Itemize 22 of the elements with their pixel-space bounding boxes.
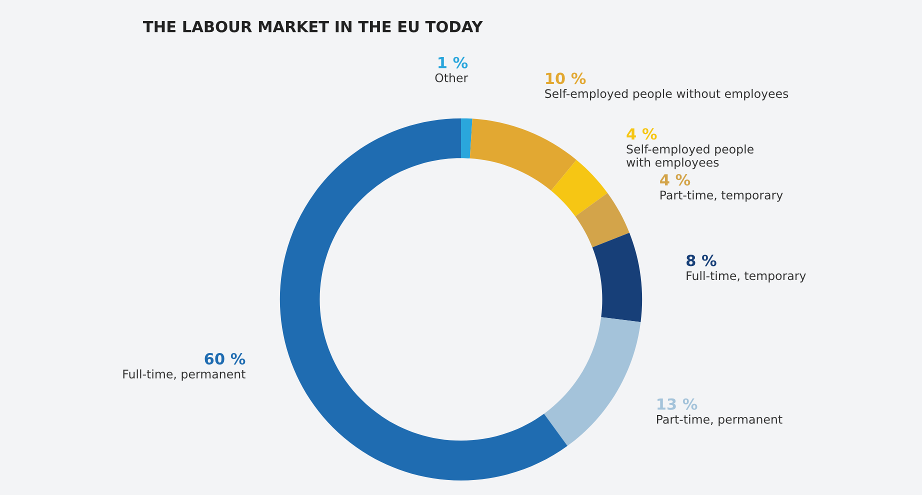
slice-label: Full-time, temporary bbox=[686, 271, 806, 282]
data-label: 13 % bbox=[658, 398, 698, 410]
data-label: 8 % bbox=[686, 254, 716, 266]
donut-slice bbox=[551, 160, 608, 216]
data-label: 60 % bbox=[204, 353, 246, 365]
data-label: 4 % bbox=[626, 128, 657, 140]
data-label: 1 % bbox=[438, 56, 468, 68]
slice-label: Self-employed people with employees bbox=[626, 144, 754, 170]
donut-slice bbox=[575, 192, 630, 248]
slice-label: Part-time, permanent bbox=[657, 414, 782, 426]
chart-title: THE LABOUR MARKET IN THE EU TODAY bbox=[142, 20, 483, 32]
data-label: 4 % bbox=[660, 174, 690, 186]
data-label: 10 % bbox=[546, 72, 586, 84]
donut-slice bbox=[461, 118, 472, 158]
donut-slice bbox=[280, 118, 568, 481]
donut-slice bbox=[592, 232, 642, 322]
slice-label: Full-time, permanent bbox=[123, 369, 246, 381]
donut-slice bbox=[544, 317, 641, 446]
slice-label: Self-employed people without employees bbox=[545, 88, 788, 100]
donut-slice bbox=[470, 118, 576, 191]
slice-label: Other bbox=[435, 73, 468, 82]
slice-label: Part-time, temporary bbox=[660, 190, 783, 202]
